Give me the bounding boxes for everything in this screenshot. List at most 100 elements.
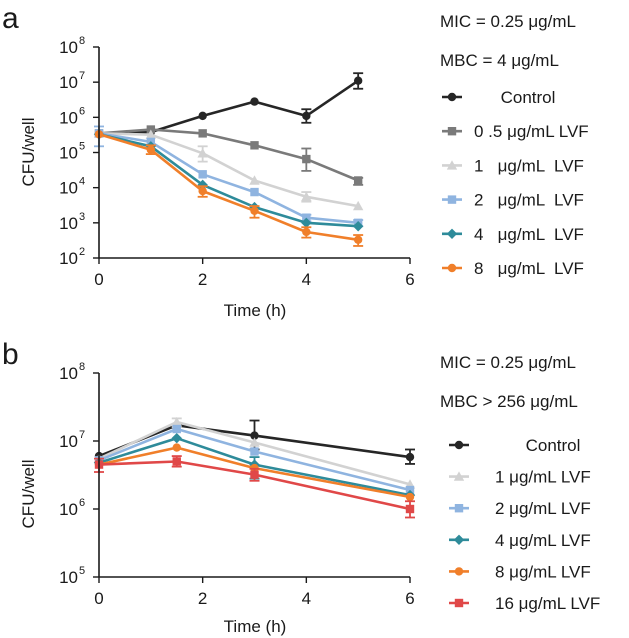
- data-point: [198, 170, 207, 179]
- legend-label: 1 μg/mL LVF: [495, 468, 591, 487]
- legend-label: 0 .5 μg/mL LVF: [474, 122, 589, 141]
- data-point: [352, 221, 364, 232]
- legend-marker: [453, 471, 465, 481]
- legend-marker: [447, 263, 457, 273]
- data-point: [172, 443, 181, 452]
- series-line: [98, 128, 359, 182]
- data-point: [352, 200, 364, 211]
- data-point: [405, 492, 415, 502]
- y-tick-label: 10: [59, 214, 78, 233]
- legend-item: 2 μg/mL LVF: [442, 191, 584, 210]
- legend-label: 4 μg/mL LVF: [495, 531, 591, 550]
- data-point: [146, 125, 156, 134]
- y-tick-exponent: 5: [79, 141, 85, 153]
- series-line: [98, 133, 359, 228]
- y-tick-label: 10: [59, 432, 78, 451]
- mbc-annotation-b: MBC > 256 μg/mL: [440, 392, 578, 411]
- series-line: [98, 132, 359, 225]
- data-point: [302, 111, 311, 121]
- legend-marker: [454, 440, 464, 450]
- legend-item: 1 μg/mL LVF: [449, 468, 591, 487]
- legend-item: 8 μg/mL LVF: [442, 259, 584, 278]
- legend-label: 8 μg/mL LVF: [474, 259, 584, 278]
- legend-label: 2 μg/mL LVF: [474, 191, 584, 210]
- mic-annotation-b: MIC = 0.25 μg/mL: [440, 353, 576, 372]
- y-tick-label: 10: [59, 500, 78, 519]
- data-point: [250, 431, 259, 440]
- legend-marker: [447, 127, 457, 136]
- legend-item: 1 μg/mL LVF: [442, 156, 584, 175]
- legend-item: 8 μg/mL LVF: [449, 562, 591, 581]
- series-line: [98, 133, 359, 242]
- y-tick-exponent: 8: [79, 361, 85, 373]
- data-point: [353, 76, 363, 85]
- x-tick-label: 2: [198, 589, 207, 608]
- legend-label: 1 μg/mL LVF: [474, 156, 584, 175]
- panel-letter-a: a: [2, 2, 19, 35]
- y-tick-exponent: 6: [79, 497, 85, 509]
- legend-label: 8 μg/mL LVF: [495, 562, 591, 581]
- legend-marker: [453, 534, 465, 545]
- data-point: [250, 97, 259, 106]
- series-line: [98, 427, 411, 492]
- legend-marker: [447, 195, 457, 204]
- legend-marker: [447, 92, 457, 102]
- data-point: [250, 447, 259, 456]
- data-point: [250, 470, 259, 479]
- data-point: [171, 432, 182, 444]
- data-point: [172, 457, 181, 466]
- series-a-5: [94, 130, 364, 247]
- data-point: [198, 186, 207, 196]
- data-point: [146, 145, 156, 154]
- y-tick-exponent: 4: [79, 176, 85, 188]
- x-axis-title-a: Time (h): [224, 301, 287, 320]
- y-tick-exponent: 7: [79, 70, 85, 82]
- x-ticks-b: 0 2 4 6: [94, 577, 415, 608]
- legend-marker: [454, 567, 464, 576]
- y-axis-title-b: CFU/well: [19, 460, 38, 529]
- legend-item: Control: [442, 88, 555, 107]
- panel-letter-b: b: [2, 338, 19, 371]
- y-tick-exponent: 2: [79, 246, 85, 258]
- x-tick-label: 4: [302, 589, 311, 608]
- data-point: [145, 129, 157, 139]
- series-line: [98, 446, 411, 499]
- y-tick-label: 10: [59, 568, 78, 587]
- data-point: [405, 452, 415, 462]
- data-point: [250, 206, 259, 215]
- y-tick-exponent: 5: [79, 565, 85, 577]
- legend-a: Control 0 .5 μg/mL LVF 1 μg/mL LVF 2 μg/mL …: [442, 88, 589, 278]
- y-tick-label: 10: [59, 108, 78, 127]
- x-tick-label: 6: [405, 589, 414, 608]
- x-tick-label: 4: [302, 270, 311, 289]
- data-point: [301, 217, 312, 229]
- legend-item: 4 μg/mL LVF: [442, 225, 584, 244]
- data-point: [302, 154, 311, 164]
- series-line: [98, 79, 359, 135]
- y-tick-exponent: 6: [79, 105, 85, 117]
- y-axis-title-a: CFU/well: [19, 118, 38, 187]
- data-point: [172, 424, 181, 434]
- y-tick-label: 10: [59, 38, 78, 57]
- x-tick-label: 2: [198, 270, 207, 289]
- legend-label: 16 μg/mL LVF: [495, 594, 600, 613]
- y-tick-exponent: 7: [79, 429, 85, 441]
- legend-item: 0 .5 μg/mL LVF: [442, 122, 589, 141]
- legend-label: Control: [501, 88, 556, 107]
- data-point: [405, 504, 415, 514]
- data-point: [198, 111, 207, 121]
- data-point: [198, 129, 207, 138]
- legend-item: 16 μg/mL LVF: [449, 594, 600, 613]
- mic-annotation-a: MIC = 0.25 μg/mL: [440, 12, 576, 31]
- y-tick-label: 10: [59, 249, 78, 268]
- legend-marker: [446, 228, 458, 239]
- data-point: [353, 235, 363, 244]
- series-line: [98, 460, 411, 511]
- legend-item: 4 μg/mL LVF: [449, 531, 591, 550]
- legend-label: 4 μg/mL LVF: [474, 225, 584, 244]
- data-point: [171, 416, 182, 427]
- data-point: [301, 191, 312, 201]
